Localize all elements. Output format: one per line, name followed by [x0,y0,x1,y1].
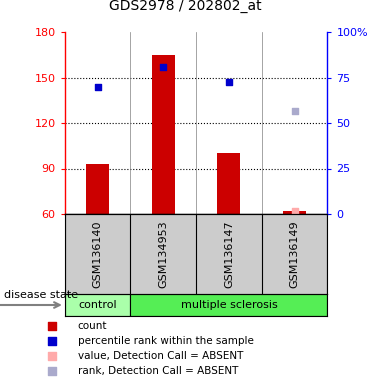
Text: disease state: disease state [4,290,78,300]
Text: rank, Detection Call = ABSENT: rank, Detection Call = ABSENT [78,366,238,376]
Bar [65,294,131,316]
Point [49,338,55,344]
Point [292,108,297,114]
Point [95,84,101,90]
Bar [131,294,327,316]
Text: percentile rank within the sample: percentile rank within the sample [78,336,253,346]
Point [292,208,297,214]
Point [49,353,55,359]
Text: GSM136149: GSM136149 [290,220,300,288]
Bar [86,164,109,214]
Text: GDS2978 / 202802_at: GDS2978 / 202802_at [109,0,261,13]
Text: count: count [78,321,107,331]
Point [226,79,232,85]
Bar [283,211,306,214]
Bar [152,55,175,214]
Text: value, Detection Call = ABSENT: value, Detection Call = ABSENT [78,351,243,361]
Point [49,368,55,374]
Point [160,64,166,70]
Text: GSM136147: GSM136147 [224,220,234,288]
Text: multiple sclerosis: multiple sclerosis [181,300,277,310]
Text: GSM134953: GSM134953 [158,220,168,288]
Bar [218,153,240,214]
Point [49,323,55,329]
Text: control: control [78,300,117,310]
Text: GSM136140: GSM136140 [92,220,102,288]
